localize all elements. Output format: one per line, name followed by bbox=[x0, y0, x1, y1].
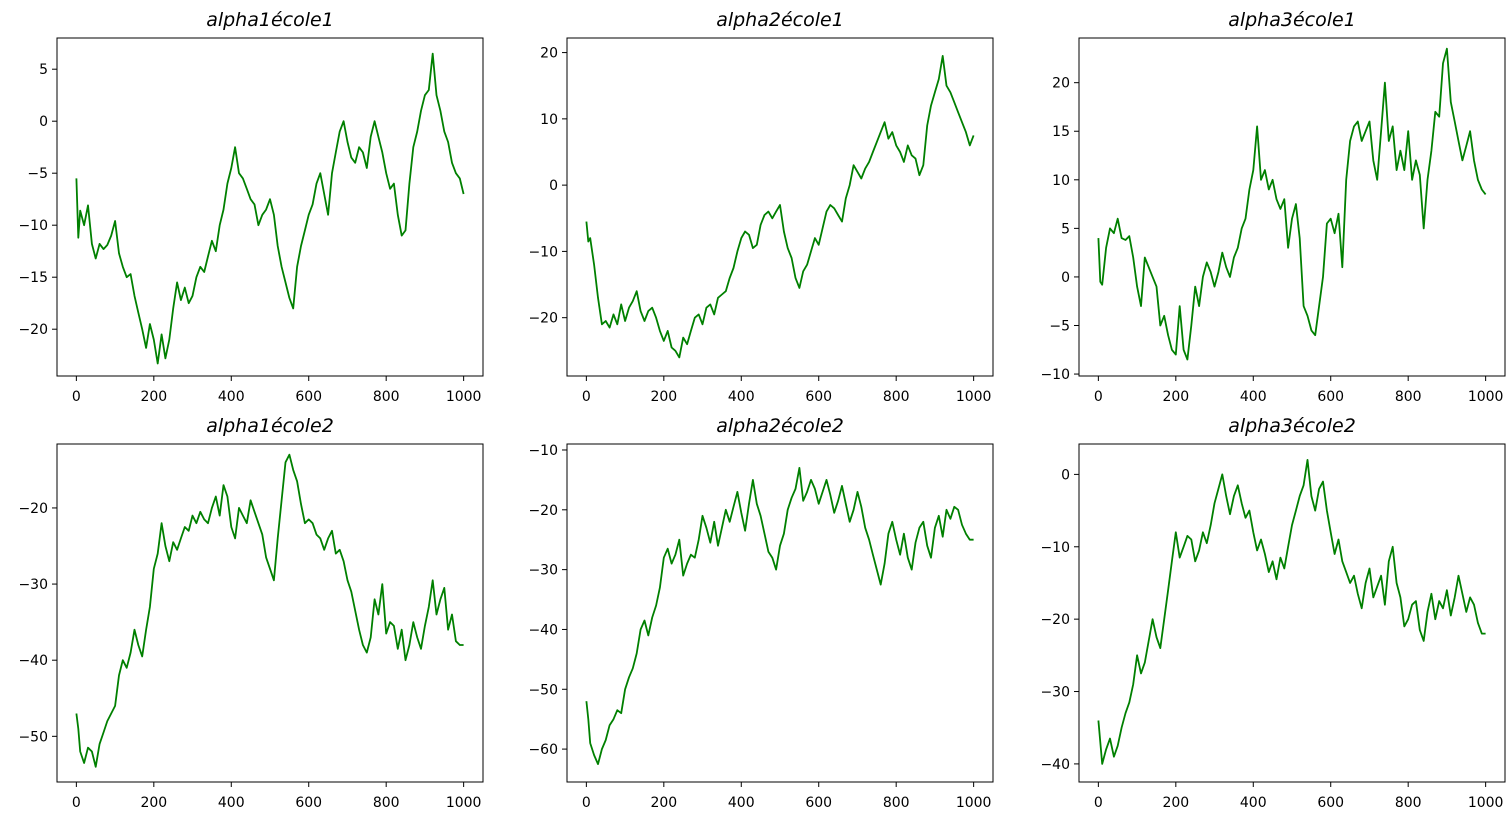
y-tick-label: −40 bbox=[1040, 757, 1070, 773]
x-tick-label: 800 bbox=[373, 389, 400, 405]
x-tick-label: 800 bbox=[883, 389, 910, 405]
subplot-title: alpha3école1 bbox=[1228, 9, 1356, 31]
x-tick-label: 200 bbox=[140, 795, 167, 811]
y-tick-label: 0 bbox=[549, 178, 558, 194]
x-tick-label: 0 bbox=[72, 389, 81, 405]
x-tick-label: 1000 bbox=[1468, 795, 1504, 811]
subplot-4: alpha1école2 0 200 400 600 800 1000 −20 −30 −40 −5… bbox=[18, 415, 484, 811]
x-tick-label: 600 bbox=[1317, 795, 1344, 811]
axes-frame bbox=[56, 37, 484, 377]
x-tick-label: 0 bbox=[72, 795, 81, 811]
y-tick-label: 5 bbox=[1061, 221, 1070, 237]
x-tick-label: 1000 bbox=[956, 389, 992, 405]
subplot-2: alpha2école1 0 200 400 600 800 1000 20 10 0 −10 −20 bbox=[528, 9, 994, 405]
series-line bbox=[585, 55, 975, 359]
x-tick-label: 800 bbox=[1395, 389, 1422, 405]
subplot-title: alpha3école2 bbox=[1228, 415, 1356, 437]
series-line bbox=[1097, 47, 1487, 361]
axes-frame bbox=[1078, 443, 1506, 783]
y-tick-label: −10 bbox=[528, 244, 558, 260]
y-tick-label: −40 bbox=[18, 653, 48, 669]
x-tick-label: 0 bbox=[1094, 389, 1103, 405]
y-tick-label: −20 bbox=[528, 311, 558, 327]
subplot-title: alpha1école1 bbox=[206, 9, 334, 31]
subplot-title: alpha2école2 bbox=[716, 415, 844, 437]
subplot-title: alpha1école2 bbox=[206, 415, 334, 437]
y-tick-label: 0 bbox=[1061, 467, 1070, 483]
y-tick-label: −20 bbox=[1040, 612, 1070, 628]
y-tick-label: −20 bbox=[18, 501, 48, 517]
subplot-title: alpha2école1 bbox=[716, 9, 844, 31]
x-tick-label: 200 bbox=[1162, 389, 1189, 405]
axes-frame bbox=[566, 37, 994, 377]
x-tick-label: 400 bbox=[1240, 389, 1267, 405]
y-tick-label: −50 bbox=[528, 682, 558, 698]
x-tick-label: 400 bbox=[728, 389, 755, 405]
x-tick-label: 800 bbox=[1395, 795, 1422, 811]
subplot-5: alpha2école2 0 200 400 600 800 1000 −10 −20 −30 −4… bbox=[528, 415, 994, 811]
axes-frame bbox=[56, 443, 484, 783]
y-tick-label: −20 bbox=[528, 503, 558, 519]
y-tick-label: −5 bbox=[27, 166, 48, 182]
y-tick-label: −10 bbox=[18, 218, 48, 234]
x-tick-label: 200 bbox=[650, 389, 677, 405]
axes-frame bbox=[1078, 37, 1506, 377]
series-line bbox=[1097, 458, 1486, 765]
y-tick-label: 10 bbox=[540, 112, 558, 128]
x-tick-label: 200 bbox=[650, 795, 677, 811]
x-tick-label: 0 bbox=[582, 795, 591, 811]
y-tick-label: −60 bbox=[528, 742, 558, 758]
x-tick-label: 1000 bbox=[446, 795, 482, 811]
x-tick-label: 200 bbox=[140, 389, 167, 405]
y-tick-label: 10 bbox=[1052, 173, 1070, 189]
x-tick-label: 400 bbox=[1240, 795, 1267, 811]
series-line bbox=[75, 52, 465, 365]
y-tick-label: −50 bbox=[18, 729, 48, 745]
x-tick-label: 1000 bbox=[956, 795, 992, 811]
x-tick-label: 400 bbox=[728, 795, 755, 811]
x-tick-label: 600 bbox=[1317, 389, 1344, 405]
axes-frame bbox=[566, 443, 994, 783]
subplot-3: alpha3école1 0 200 400 600 800 1000 20 15 10 5 0 −5 −… bbox=[1040, 9, 1506, 405]
x-tick-label: 200 bbox=[1162, 795, 1189, 811]
x-tick-label: 0 bbox=[1094, 795, 1103, 811]
x-tick-label: 1000 bbox=[446, 389, 482, 405]
series-line bbox=[75, 453, 464, 768]
y-tick-label: −10 bbox=[528, 443, 558, 459]
y-tick-label: 15 bbox=[1052, 124, 1070, 140]
y-tick-label: −30 bbox=[18, 577, 48, 593]
y-tick-label: −20 bbox=[18, 322, 48, 338]
x-tick-label: 400 bbox=[218, 389, 245, 405]
y-tick-label: −30 bbox=[528, 563, 558, 579]
y-tick-label: −5 bbox=[1049, 318, 1070, 334]
y-tick-label: 0 bbox=[39, 114, 48, 130]
x-tick-label: 800 bbox=[373, 795, 400, 811]
y-tick-label: −10 bbox=[1040, 540, 1070, 556]
x-tick-label: 600 bbox=[805, 795, 832, 811]
subplot-1: alpha1école1 0 200 400 600 800 1000 5 0 −5 −10 −15 −… bbox=[18, 9, 484, 405]
x-tick-label: 600 bbox=[295, 389, 322, 405]
y-tick-label: −40 bbox=[528, 622, 558, 638]
series-line bbox=[585, 466, 974, 765]
y-tick-label: 20 bbox=[540, 46, 558, 62]
x-tick-label: 600 bbox=[295, 795, 322, 811]
x-tick-label: 600 bbox=[805, 389, 832, 405]
y-tick-label: −10 bbox=[1040, 367, 1070, 383]
x-tick-label: 1000 bbox=[1468, 389, 1504, 405]
subplot-6: alpha3école2 0 200 400 600 800 1000 0 −10 −20 −30 −… bbox=[1040, 415, 1506, 811]
x-tick-label: 0 bbox=[582, 389, 591, 405]
y-tick-label: 20 bbox=[1052, 76, 1070, 92]
y-tick-label: −30 bbox=[1040, 685, 1070, 701]
y-tick-label: −15 bbox=[18, 270, 48, 286]
x-tick-label: 400 bbox=[218, 795, 245, 811]
x-tick-label: 800 bbox=[883, 795, 910, 811]
y-tick-label: 0 bbox=[1061, 270, 1070, 286]
y-tick-label: 5 bbox=[39, 62, 48, 78]
